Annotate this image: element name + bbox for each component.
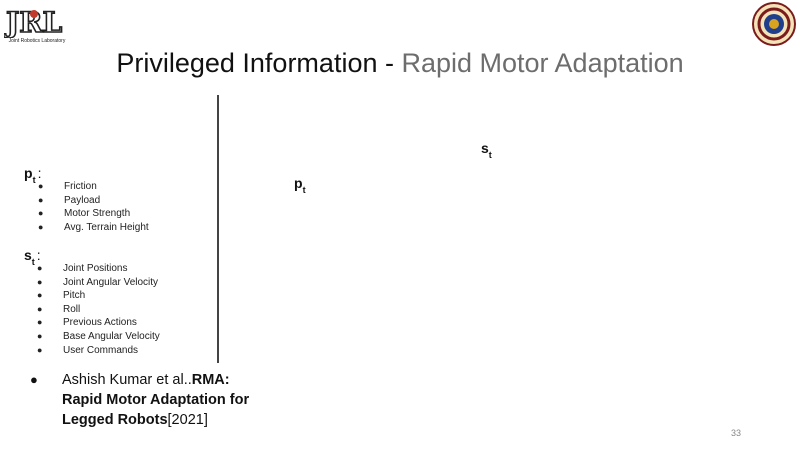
bullet-icon: ● <box>38 221 44 232</box>
bullet-icon: ● <box>37 344 43 355</box>
pt-item-label: Friction <box>64 181 97 192</box>
reference-bullet: ● <box>30 372 38 387</box>
st-item: ● Pitch <box>37 289 160 303</box>
st-heading: st: <box>24 247 41 267</box>
st-list: ● Joint Positions ● Joint Angular Velocity ●… <box>37 262 160 357</box>
bullet-icon: ● <box>37 330 43 341</box>
bullet-icon: ● <box>38 208 44 219</box>
st-item: ● Previous Actions <box>37 316 160 330</box>
st-item: ● Joint Angular Velocity <box>37 276 160 290</box>
bullet-icon: ● <box>37 303 43 314</box>
bullet-icon: ● <box>37 317 43 328</box>
st-item-label: Roll <box>63 303 81 315</box>
page-number: 33 <box>731 428 742 438</box>
pt-item-label: Avg. Terrain Height <box>64 221 149 233</box>
pt-item: ● Avg. Terrain Height <box>38 221 149 235</box>
pt-item: ● Motor Strength <box>38 207 149 221</box>
st-item: ● Joint Positions <box>37 262 160 276</box>
bullet-icon: ● <box>37 290 43 301</box>
pt-item: ● Payload <box>38 194 149 208</box>
bullet-icon: ● <box>37 276 43 287</box>
st-item: ● User Commands <box>37 344 160 358</box>
bullet-icon: ● <box>38 194 44 205</box>
jrl-logo-caption: Joint Robotics Laboratory <box>8 38 66 44</box>
reference-year: [2021] <box>167 412 208 428</box>
st-item: ● Roll <box>37 303 160 317</box>
pt-item-label: Motor Strength <box>64 208 131 220</box>
st-item: ● Base Angular Velocity <box>37 330 160 344</box>
pt-list: ● Friction ● Payload ● Motor Strength ● Avg. Te… <box>38 180 149 234</box>
st-item-label: Base Angular Velocity <box>63 330 160 342</box>
title-main: Privileged Information - <box>116 48 402 78</box>
st-item-label: Joint Angular Velocity <box>63 276 159 288</box>
title-subtitle: Rapid Motor Adaptation <box>401 48 684 78</box>
st-item-label: Previous Actions <box>63 317 137 329</box>
university-seal <box>752 2 796 46</box>
jrl-logo: JRL Joint Robotics Laboratory <box>2 4 70 46</box>
st-item-label: Pitch <box>63 290 86 302</box>
pt-item-label: Payload <box>64 194 101 206</box>
vertical-divider <box>217 95 219 363</box>
reference-authors: Ashish Kumar et al.. <box>62 372 192 388</box>
diagram-pt-label: pt <box>294 175 306 195</box>
jrl-logo-mark: JRL <box>2 5 63 40</box>
bullet-icon: ● <box>37 263 43 273</box>
diagram-st-label: st <box>481 140 492 160</box>
pt-heading: pt: <box>24 165 42 185</box>
bullet-icon: ● <box>38 181 44 191</box>
reference-paper-title: RMA: Rapid Motor Adaptation for Legged R… <box>62 372 250 428</box>
pt-item: ● Friction <box>38 180 149 194</box>
slide-title: Privileged Information - Rapid Motor Ada… <box>0 48 800 79</box>
st-item-label: Joint Positions <box>63 263 128 274</box>
st-item-label: User Commands <box>63 344 139 356</box>
